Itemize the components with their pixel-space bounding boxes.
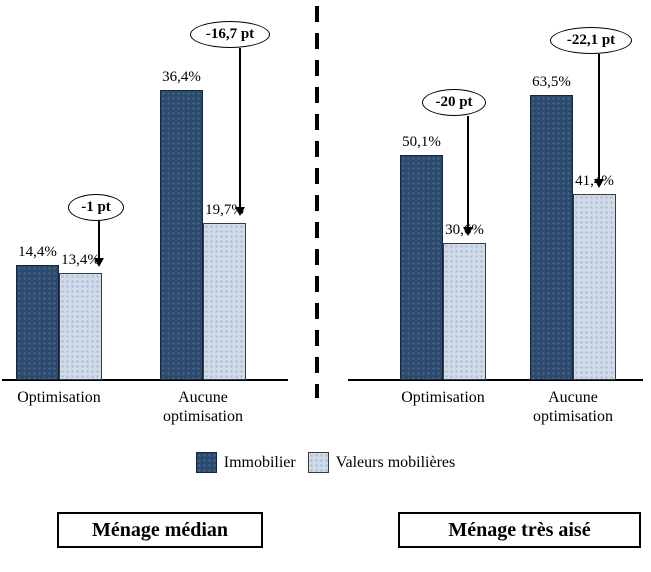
annotation-oval: -16,7 pt	[190, 21, 270, 48]
category-label-optimisation: Optimisation	[401, 389, 485, 406]
panel-menage-median: 14,4% 13,4% Optimisation 36,4% 19,7% Auc…	[2, 0, 288, 434]
annotation-oval: -20 pt	[422, 89, 486, 116]
down-arrow-icon	[235, 207, 245, 216]
bar-valeurs-mobilieres: 30,6%	[443, 222, 486, 380]
x-axis-right	[348, 379, 643, 381]
legend-item-valeurs-mobilieres: Valeurs mobilières	[307, 452, 456, 473]
bar-group-aucune-optimisation: 36,4% 19,7%	[160, 69, 246, 380]
bar-value-label: 19,7%	[205, 202, 244, 218]
bar-valeurs-mobilieres: 41,4%	[573, 173, 616, 380]
legend: Immobilier Valeurs mobilières	[0, 452, 651, 473]
bar-valeurs-mobilieres: 19,7%	[203, 202, 246, 380]
annotation-arrow	[239, 48, 241, 208]
legend-item-immobilier: Immobilier	[195, 452, 296, 473]
legend-label: Immobilier	[223, 453, 296, 471]
bar-value-label: 50,1%	[402, 134, 441, 150]
bar-immobilier: 36,4%	[160, 69, 203, 380]
bar-immobilier: 63,5%	[530, 74, 573, 380]
bar-group-optimisation: 50,1% 30,6%	[400, 134, 486, 380]
panel-title-menage-tres-aise: Ménage très aisé	[398, 512, 641, 548]
annotation-arrow	[598, 54, 600, 180]
legend-swatch-valeurs-mobilieres	[307, 452, 329, 473]
bar-valeurs-mobilieres: 13,4%	[59, 252, 102, 380]
down-arrow-icon	[94, 258, 104, 267]
bar-value-label: 63,5%	[532, 74, 571, 90]
bar-immobilier: 50,1%	[400, 134, 443, 380]
category-label-aucune-optimisation: Aucune optimisation	[533, 389, 613, 425]
bar-group-aucune-optimisation: 63,5% 41,4%	[530, 74, 616, 380]
bar-group-optimisation: 14,4% 13,4%	[16, 244, 102, 380]
annotation-arrow	[467, 116, 469, 228]
panel-title-menage-median: Ménage médian	[57, 512, 263, 548]
annotation-oval: -22,1 pt	[550, 27, 632, 54]
bar-value-label: 36,4%	[162, 69, 201, 85]
category-label-aucune-optimisation: Aucune optimisation	[163, 389, 243, 425]
panel-menage-tres-aise: 50,1% 30,6% Optimisation 63,5% 41,4% Auc…	[348, 0, 643, 434]
legend-swatch-immobilier	[195, 452, 217, 473]
annotation-oval: -1 pt	[68, 194, 124, 221]
annotation-arrow	[98, 221, 100, 259]
x-axis-left	[2, 379, 288, 381]
down-arrow-icon	[463, 227, 473, 236]
down-arrow-icon	[594, 179, 604, 188]
panel-divider-dashed-line	[315, 6, 319, 398]
bar-value-label: 14,4%	[18, 244, 57, 260]
legend-label: Valeurs mobilières	[335, 453, 456, 471]
category-label-optimisation: Optimisation	[17, 389, 101, 406]
bar-immobilier: 14,4%	[16, 244, 59, 380]
bar-value-label: 13,4%	[61, 252, 100, 268]
